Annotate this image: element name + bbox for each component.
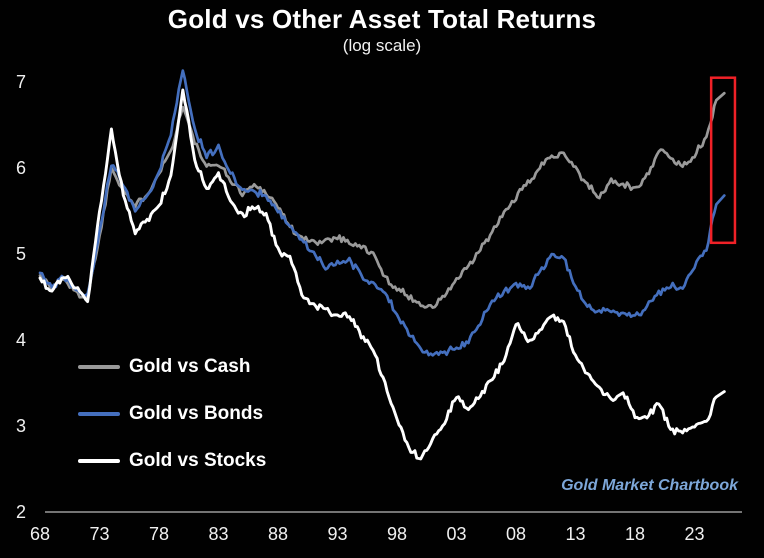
legend-label: Gold vs Cash [129, 356, 251, 377]
highlight-box [709, 76, 737, 245]
y-axis-tick-label: 2 [16, 502, 26, 522]
y-axis-tick-label: 6 [16, 158, 26, 178]
page-subtitle: (log scale) [342, 36, 422, 55]
x-axis-tick-label: 68 [30, 524, 50, 544]
x-axis-tick-label: 03 [446, 524, 466, 544]
legend-label: Gold vs Stocks [129, 450, 267, 471]
y-axis-tick-label: 7 [16, 72, 26, 92]
blue-line-swatch-icon [78, 412, 120, 416]
gold-vs-bonds-line [38, 69, 726, 357]
brand-watermark: Gold Market Chartbook [561, 477, 738, 494]
chart-header: Gold vs Other Asset Total Returns (log s… [0, 4, 764, 56]
x-axis-tick-label: 98 [387, 524, 407, 544]
legend-item-gold-vs-cash: Gold vs Cash [78, 356, 266, 378]
page-title: Gold vs Other Asset Total Returns [167, 4, 597, 34]
x-axis-tick-label: 73 [89, 524, 109, 544]
x-axis-tick-label: 88 [268, 524, 288, 544]
white-line-swatch-icon [78, 459, 120, 463]
x-axis-tick-label: 18 [625, 524, 645, 544]
x-axis-tick-label: 78 [149, 524, 169, 544]
gray-line-swatch-icon [78, 365, 120, 369]
y-axis-tick-label: 3 [16, 416, 26, 436]
x-axis-tick-label: 13 [565, 524, 585, 544]
x-axis-tick-label: 93 [327, 524, 347, 544]
y-axis-tick-label: 4 [16, 330, 26, 350]
legend-item-gold-vs-stocks: Gold vs Stocks [78, 450, 266, 472]
y-axis-tick-label: 5 [16, 244, 26, 264]
x-axis-tick-label: 83 [208, 524, 228, 544]
x-axis-tick-label: 23 [684, 524, 704, 544]
gold-vs-stocks-line [38, 88, 726, 461]
legend: Gold vs Cash Gold vs Bonds Gold vs Stock… [78, 356, 266, 472]
legend-label: Gold vs Bonds [129, 403, 264, 424]
x-axis-tick-label: 08 [506, 524, 526, 544]
legend-item-gold-vs-bonds: Gold vs Bonds [78, 403, 266, 425]
